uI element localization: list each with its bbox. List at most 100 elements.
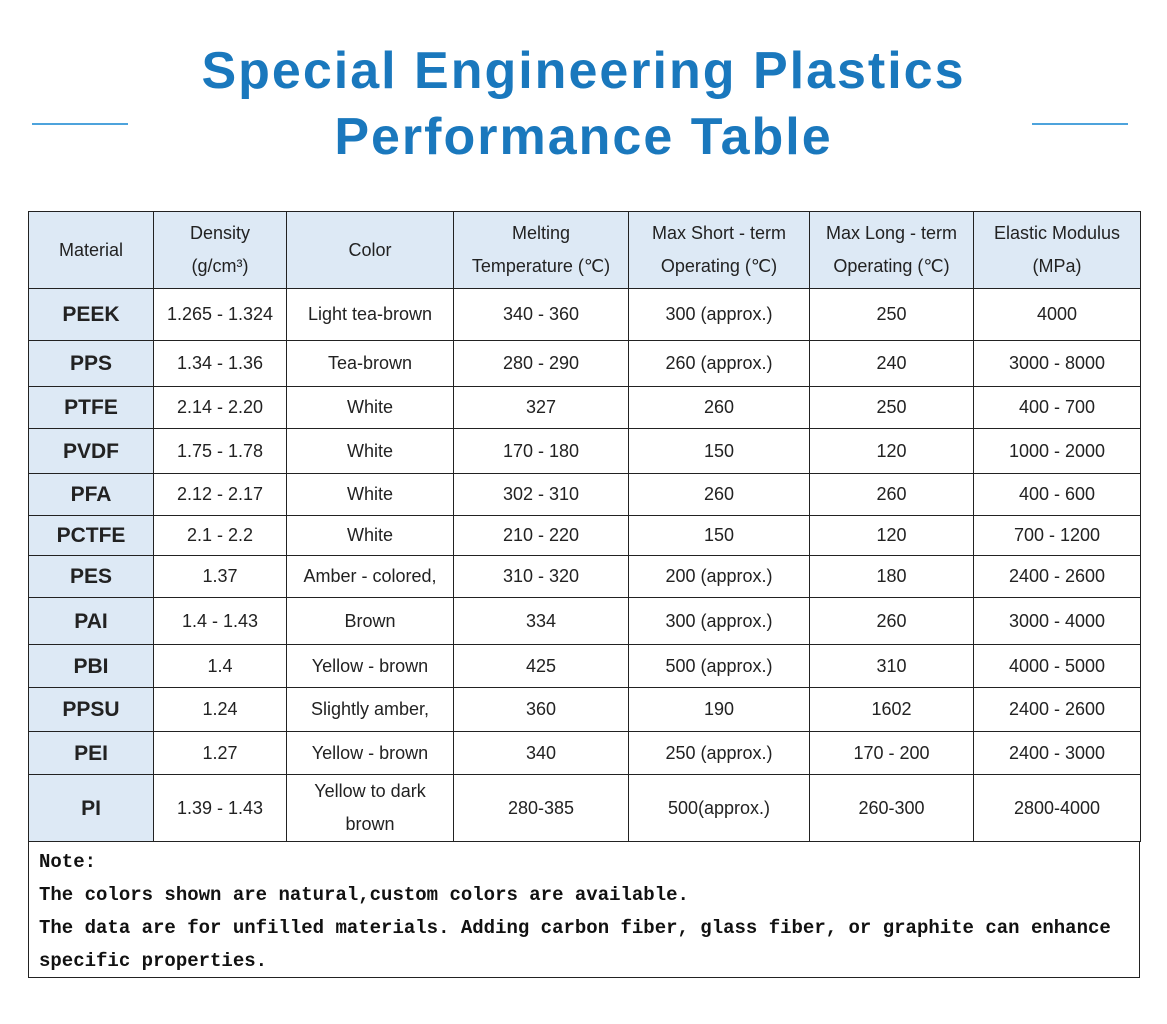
- table-cell: 500 (approx.): [628, 644, 810, 688]
- table-cell: 1.4 - 1.43: [153, 597, 287, 645]
- table-cell: 310: [809, 644, 974, 688]
- table-row: PTFE 2.14 - 2.20 White 327 260 250 400 - 700: [28, 386, 1141, 429]
- table-cell: 1.4: [153, 644, 287, 688]
- table-cell: PAI: [28, 597, 154, 645]
- title: Special Engineering Plastics Performance…: [0, 38, 1167, 170]
- table: Material Density (g/cm³) Color Melting Temper…: [28, 211, 1141, 842]
- table-cell: White: [286, 515, 454, 556]
- header-text: Density: [189, 223, 251, 243]
- table-row: PPS 1.34 - 1.36 Tea-brown 280 - 290 260 (app…: [28, 340, 1141, 387]
- table-cell: Yellow to dark brown: [286, 774, 454, 842]
- header-cell: Melting Temperature (℃): [453, 211, 629, 289]
- table-cell: 250 (approx.): [628, 731, 810, 775]
- table-cell: 170 - 180: [453, 428, 629, 474]
- header-text: Color: [348, 239, 392, 260]
- table-row: PFA 2.12 - 2.17 White 302 - 310 260 260 400 - …: [28, 473, 1141, 516]
- table-cell: 340: [453, 731, 629, 775]
- header-cell: Max Long - term Operating (℃): [809, 211, 974, 289]
- header-text: Max Long - term: [825, 223, 958, 243]
- table-cell: 310 - 320: [453, 555, 629, 598]
- table-cell: 1.39 - 1.43: [153, 774, 287, 842]
- table-cell: PTFE: [28, 386, 154, 429]
- table-cell: PES: [28, 555, 154, 598]
- table-cell: Yellow - brown: [286, 731, 454, 775]
- table-row: PAI 1.4 - 1.43 Brown 334 300 (approx.) 260 300…: [28, 597, 1141, 645]
- table-row: PEEK 1.265 - 1.324 Light tea-brown 340 - 36…: [28, 288, 1141, 341]
- table-cell: 240: [809, 340, 974, 387]
- header-text: (g/cm³): [191, 256, 249, 276]
- table-cell: 250: [809, 288, 974, 341]
- table-cell: 260: [628, 473, 810, 516]
- table-cell: PI: [28, 774, 154, 842]
- table-cell: Brown: [286, 597, 454, 645]
- table-cell: 1.24: [153, 687, 287, 732]
- table-cell: Light tea-brown: [286, 288, 454, 341]
- table-cell: 280 - 290: [453, 340, 629, 387]
- table-cell: 2800-4000: [973, 774, 1141, 842]
- table-cell: 500(approx.): [628, 774, 810, 842]
- table-cell: 150: [628, 428, 810, 474]
- table-cell: 1000 - 2000: [973, 428, 1141, 474]
- header-text: Operating (℃): [660, 256, 778, 276]
- table-cell: PBI: [28, 644, 154, 688]
- decor-line: [1032, 123, 1128, 125]
- table-cell: PPSU: [28, 687, 154, 732]
- table-row: PVDF 1.75 - 1.78 White 170 - 180 150 120 1000 …: [28, 428, 1141, 474]
- table-cell: Yellow - brown: [286, 644, 454, 688]
- table-cell: PVDF: [28, 428, 154, 474]
- table-cell: 260 (approx.): [628, 340, 810, 387]
- table-cell: 250: [809, 386, 974, 429]
- table-cell: 302 - 310: [453, 473, 629, 516]
- header-text: (MPa): [1032, 256, 1082, 276]
- table-cell: 334: [453, 597, 629, 645]
- table-cell: 400 - 700: [973, 386, 1141, 429]
- table-cell: 700 - 1200: [973, 515, 1141, 556]
- table-cell: 170 - 200: [809, 731, 974, 775]
- table-cell: 300 (approx.): [628, 597, 810, 645]
- table-row: PCTFE 2.1 - 2.2 White 210 - 220 150 120 700 - …: [28, 515, 1141, 556]
- table-cell: 2.12 - 2.17: [153, 473, 287, 516]
- table-row: PBI 1.4 Yellow - brown 425 500 (approx.) 310 4…: [28, 644, 1141, 688]
- header-text: Max Short - term: [651, 223, 787, 243]
- table-cell: 260: [628, 386, 810, 429]
- table-cell: 300 (approx.): [628, 288, 810, 341]
- table-cell: PFA: [28, 473, 154, 516]
- notes: Note: The colors shown are natural,custom…: [28, 842, 1140, 978]
- table-cell: 210 - 220: [453, 515, 629, 556]
- note-line: The data are for unfilled materials. Add…: [39, 917, 1111, 972]
- table-cell: Amber - colored,: [286, 555, 454, 598]
- table-cell: 3000 - 8000: [973, 340, 1141, 387]
- table-cell: 180: [809, 555, 974, 598]
- header-text: Elastic Modulus: [993, 223, 1121, 243]
- header-cell: Density (g/cm³): [153, 211, 287, 289]
- note-line: The colors shown are natural,custom colo…: [39, 884, 689, 906]
- table-cell: 1.75 - 1.78: [153, 428, 287, 474]
- table-cell: PCTFE: [28, 515, 154, 556]
- table-cell: 150: [628, 515, 810, 556]
- table-cell: 2400 - 2600: [973, 555, 1141, 598]
- table-cell: PEEK: [28, 288, 154, 341]
- table-cell: 4000: [973, 288, 1141, 341]
- table-cell: 200 (approx.): [628, 555, 810, 598]
- table-cell: 3000 - 4000: [973, 597, 1141, 645]
- table-row: PPSU 1.24 Slightly amber, 360 190 1602 2400 - …: [28, 687, 1141, 732]
- table-cell: White: [286, 428, 454, 474]
- table-cell: 2400 - 2600: [973, 687, 1141, 732]
- table-cell: White: [286, 473, 454, 516]
- table-cell: 327: [453, 386, 629, 429]
- table-row: PES 1.37 Amber - colored, 310 - 320 200 (app…: [28, 555, 1141, 598]
- table-cell: 1.27: [153, 731, 287, 775]
- table-row: PEI 1.27 Yellow - brown 340 250 (approx.) 170…: [28, 731, 1141, 775]
- header-cell: Max Short - term Operating (℃): [628, 211, 810, 289]
- note-line: Note:: [39, 851, 97, 873]
- table-cell: PPS: [28, 340, 154, 387]
- table-cell: 260: [809, 473, 974, 516]
- table-cell: Tea-brown: [286, 340, 454, 387]
- table-cell: 1602: [809, 687, 974, 732]
- table-cell: White: [286, 386, 454, 429]
- table-cell: 2400 - 3000: [973, 731, 1141, 775]
- table-row: PI 1.39 - 1.43 Yellow to dark brown 280-385…: [28, 774, 1141, 842]
- table-cell: Slightly amber,: [286, 687, 454, 732]
- table-cell: 190: [628, 687, 810, 732]
